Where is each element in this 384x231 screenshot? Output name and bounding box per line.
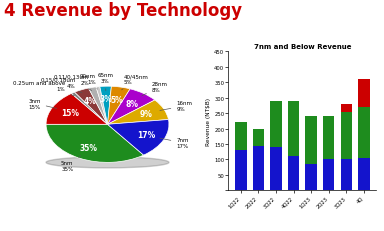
Bar — [270, 101, 282, 147]
Bar — [253, 146, 264, 191]
Text: 5%: 5% — [110, 95, 123, 104]
Bar — [323, 160, 334, 191]
Y-axis label: Revenue (NT$B): Revenue (NT$B) — [207, 97, 212, 145]
Wedge shape — [46, 125, 144, 163]
Text: 1%: 1% — [0, 230, 1, 231]
Wedge shape — [96, 87, 108, 125]
Bar — [358, 158, 369, 191]
Wedge shape — [108, 120, 169, 155]
Bar — [341, 112, 352, 160]
Text: 3%: 3% — [100, 94, 113, 103]
Bar — [341, 104, 352, 112]
Text: 17%: 17% — [137, 131, 155, 140]
Text: 0.25um and above
1%: 0.25um and above 1% — [13, 81, 74, 96]
Wedge shape — [108, 87, 130, 125]
Text: 8%: 8% — [126, 99, 139, 108]
Wedge shape — [108, 100, 169, 125]
Text: 40/45nm
5%: 40/45nm 5% — [122, 74, 149, 91]
Text: 7nm
17%: 7nm 17% — [160, 138, 189, 149]
Text: 16nm
9%: 16nm 9% — [160, 101, 192, 112]
Wedge shape — [46, 94, 108, 125]
Bar — [288, 157, 299, 191]
Text: 9%: 9% — [139, 110, 152, 119]
Bar — [306, 117, 317, 164]
Bar — [253, 129, 264, 146]
Text: 5nm
35%: 5nm 35% — [61, 156, 81, 171]
Bar — [288, 101, 299, 157]
Bar — [358, 80, 369, 107]
Text: 65nm
3%: 65nm 3% — [97, 73, 113, 91]
Text: 28nm
8%: 28nm 8% — [142, 82, 167, 97]
Text: 4%: 4% — [83, 97, 96, 106]
Text: 2%: 2% — [0, 230, 1, 231]
Wedge shape — [100, 87, 111, 125]
Wedge shape — [74, 89, 108, 125]
Ellipse shape — [46, 157, 169, 168]
Text: 3nm
15%: 3nm 15% — [28, 98, 57, 109]
Bar — [235, 151, 247, 191]
Bar — [235, 123, 247, 151]
Wedge shape — [108, 89, 155, 125]
Bar — [270, 147, 282, 191]
Text: 35%: 35% — [79, 143, 98, 152]
Wedge shape — [71, 93, 108, 125]
Text: 90nm
1%: 90nm 1% — [80, 74, 97, 90]
Bar — [306, 164, 317, 191]
Text: 1%: 1% — [0, 230, 1, 231]
Bar — [358, 107, 369, 158]
Title: 7nm and Below Revenue: 7nm and Below Revenue — [254, 44, 351, 50]
Text: 0.11/0.13um
2%: 0.11/0.13um 2% — [53, 75, 92, 91]
Wedge shape — [89, 88, 108, 125]
Text: 15%: 15% — [61, 109, 79, 118]
Text: 0.15/0.18um
4%: 0.15/0.18um 4% — [40, 77, 82, 93]
Bar — [323, 117, 334, 160]
Text: 4 Revenue by Technology: 4 Revenue by Technology — [4, 2, 242, 20]
Bar — [341, 160, 352, 191]
